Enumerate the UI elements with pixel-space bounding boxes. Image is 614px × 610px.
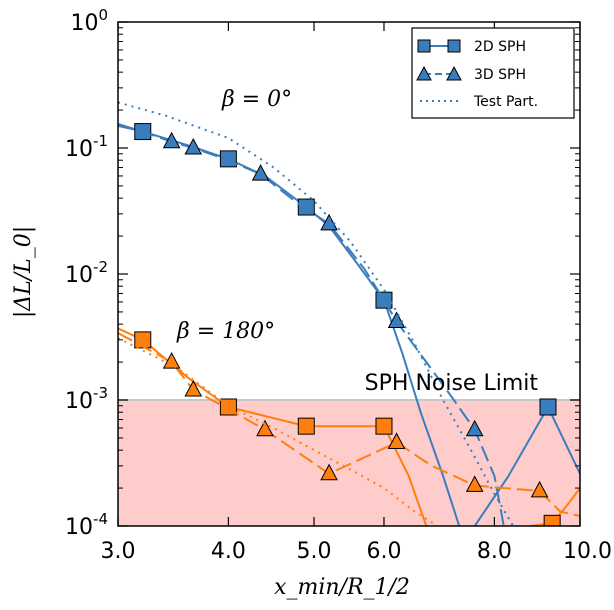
marker-triangle-beta0-2-5 xyxy=(465,419,484,437)
marker-triangle-beta0-2-1 xyxy=(184,137,203,155)
legend-label-3d-sph: 3D SPH xyxy=(474,67,526,83)
y-tick-label-2: 10-2 xyxy=(65,258,108,288)
series-line-beta0-1 xyxy=(473,404,580,526)
x-tick-label-2: 5.0 xyxy=(297,539,332,564)
legend-entry-3d-sph: 3D SPH xyxy=(416,65,526,83)
annotation-beta-180: β = 180° xyxy=(176,319,275,344)
marker-square-beta180-4-3 xyxy=(375,417,393,435)
marker-square-beta180-5-0 xyxy=(543,514,561,526)
marker-square-beta0-0-2 xyxy=(297,198,315,216)
legend-marker-2d-sph-a xyxy=(417,39,431,53)
legend-label-2d-sph: 2D SPH xyxy=(474,39,526,55)
y-axis-label: |ΔL/L_0| xyxy=(11,226,36,318)
marker-square-beta0-0-3 xyxy=(375,291,393,309)
marker-triangle-beta180-6-1 xyxy=(184,379,203,397)
y-tick-label-0: 100 xyxy=(70,6,108,36)
x-tick-label-0: 3.0 xyxy=(101,539,136,564)
x-tick-label-5: 10.0 xyxy=(563,539,612,564)
legend-entry-2d-sph: 2D SPH xyxy=(417,39,526,55)
marker-square-beta0-1-0 xyxy=(539,398,557,416)
marker-triangle-beta0-2-4 xyxy=(387,311,406,328)
x-tick-label-3: 6.0 xyxy=(366,539,401,564)
marker-triangle-beta180-6-2 xyxy=(256,419,274,437)
legend-marker-3d-sph-a xyxy=(416,65,432,81)
y-tick-label-4: 10-4 xyxy=(65,510,108,540)
marker-triangle-beta180-6-6 xyxy=(530,480,549,498)
y-tick-label-3: 10-3 xyxy=(65,384,108,414)
marker-triangle-beta180-6-0 xyxy=(162,352,181,369)
annotation-beta-0: β = 0° xyxy=(221,87,292,112)
x-tick-label-4: 8.0 xyxy=(477,539,512,564)
legend-marker-3d-sph-b xyxy=(446,65,462,81)
marker-triangle-beta0-2-3 xyxy=(320,213,338,231)
tick-labels: 3.0 4.0 5.0 6.0 8.0 10.0 100 10-1 10-2 10-3 10-4 xyxy=(65,6,612,564)
marker-square-beta180-4-2 xyxy=(297,417,315,435)
noise-limit-label: SPH Noise Limit xyxy=(365,371,539,396)
x-axis-label: x_min/R_1/2 xyxy=(274,575,410,600)
axis-ticks xyxy=(117,21,581,527)
marker-triangle-beta0-2-2 xyxy=(251,164,270,181)
x-tick-label-1: 4.0 xyxy=(211,539,246,564)
series-line-beta0-3 xyxy=(118,101,514,526)
legend-marker-2d-sph-b xyxy=(447,39,461,53)
y-tick-label-1: 10-1 xyxy=(65,132,108,162)
series-layer xyxy=(118,101,580,526)
noise-region xyxy=(118,400,580,526)
legend-label-test-part: Test Part. xyxy=(473,94,538,110)
marker-triangle-beta180-6-5 xyxy=(465,475,484,492)
legend-entry-test-part: Test Part. xyxy=(420,94,538,110)
marker-triangle-beta180-6-3 xyxy=(320,463,338,481)
legend: 2D SPH 3D SPH Test Part. xyxy=(411,27,575,119)
marker-triangle-beta180-6-4 xyxy=(387,432,406,449)
marker-triangle-beta0-2-0 xyxy=(162,131,181,149)
series-line-beta0-2 xyxy=(118,124,505,526)
series-line-beta180-5 xyxy=(530,487,580,526)
